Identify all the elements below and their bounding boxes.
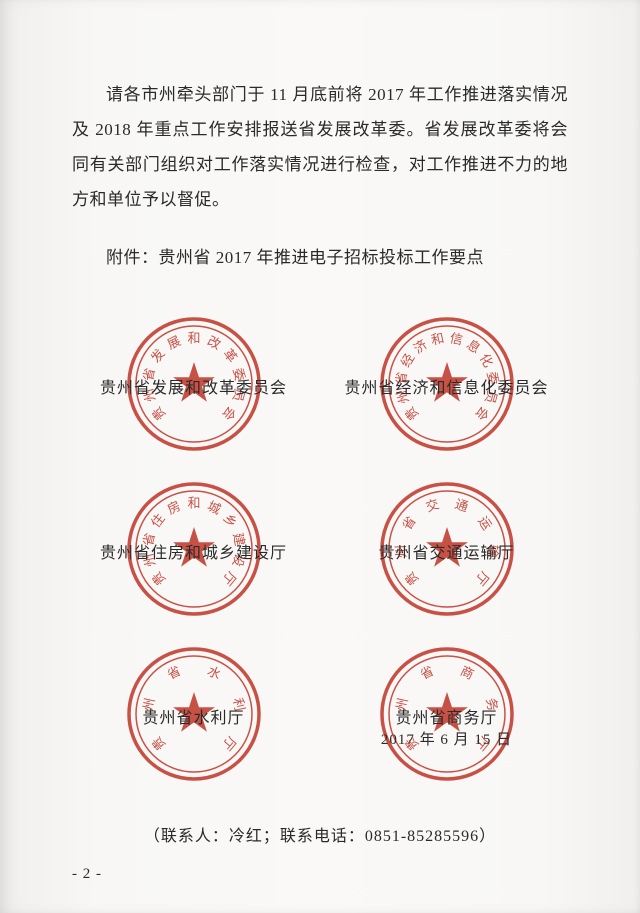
- svg-text:厅: 厅: [472, 569, 492, 589]
- svg-text:化: 化: [476, 351, 496, 370]
- svg-text:商: 商: [458, 663, 476, 682]
- svg-text:城: 城: [205, 498, 223, 517]
- svg-text:省: 省: [399, 513, 419, 532]
- svg-text:和: 和: [429, 330, 445, 347]
- seal-org-label: 贵州省住房和城乡建设厅: [79, 539, 309, 563]
- seal-org-label: 贵州省发展和改革委员会: [79, 374, 309, 398]
- svg-text:省: 省: [417, 663, 435, 682]
- svg-text:息: 息: [464, 337, 483, 357]
- seal-org-label: 贵州省交通运输厅: [332, 539, 562, 563]
- svg-text:厅: 厅: [219, 734, 239, 754]
- svg-text:和: 和: [187, 495, 200, 510]
- seal-cell: 贵州省水利厅贵州省水利厅: [79, 634, 309, 794]
- seal-org-label: 贵州省商务厅: [332, 704, 562, 728]
- svg-text:通: 通: [453, 496, 470, 514]
- document-page: 请各市州牵头部门于 11 月底前将 2017 年工作推进落实情况及 2018 年…: [0, 0, 640, 913]
- svg-text:信: 信: [448, 330, 464, 347]
- seal-date: 2017 年 6 月 15 日: [332, 728, 562, 749]
- page-number: - 2 -: [72, 866, 102, 883]
- svg-text:和: 和: [187, 330, 200, 345]
- svg-text:贵: 贵: [148, 734, 168, 754]
- svg-text:住: 住: [147, 511, 167, 530]
- svg-text:厅: 厅: [219, 569, 239, 589]
- svg-text:贵: 贵: [148, 404, 168, 424]
- svg-text:水: 水: [205, 663, 223, 682]
- svg-text:交: 交: [423, 496, 440, 514]
- svg-text:贵: 贵: [148, 569, 168, 589]
- contact-line: （联系人：冷红；联系电话：0851-85285596）: [72, 822, 568, 846]
- svg-text:发: 发: [147, 346, 167, 365]
- svg-text:房: 房: [164, 498, 182, 517]
- seal-cell: 贵州省经济和信息化委员会贵州省经济和信息化委员会: [332, 304, 562, 464]
- seal-cell: 贵州省商务厅贵州省商务厅2017 年 6 月 15 日: [332, 634, 562, 794]
- svg-text:省: 省: [164, 663, 182, 682]
- svg-text:济: 济: [410, 337, 429, 357]
- svg-text:运: 运: [475, 513, 495, 532]
- seal-cell: 贵州省交通运输厅贵州省交通运输厅: [332, 469, 562, 629]
- attachment-line: 附件：贵州省 2017 年推进电子招标投标工作要点: [72, 241, 568, 275]
- body-paragraph: 请各市州牵头部门于 11 月底前将 2017 年工作推进落实情况及 2018 年…: [72, 78, 568, 217]
- svg-text:会: 会: [219, 404, 239, 424]
- svg-text:改: 改: [205, 333, 223, 352]
- seal-cell: 贵州省住房和城乡建设厅贵州省住房和城乡建设厅: [79, 469, 309, 629]
- seal-grid: 贵州省发展和改革委员会贵州省发展和改革委员会贵州省经济和信息化委员会贵州省经济和…: [72, 301, 568, 796]
- svg-text:贵: 贵: [401, 404, 421, 424]
- svg-text:贵: 贵: [401, 569, 421, 589]
- seal-cell: 贵州省发展和改革委员会贵州省发展和改革委员会: [79, 304, 309, 464]
- svg-text:革: 革: [220, 346, 240, 365]
- svg-text:展: 展: [164, 333, 182, 352]
- svg-text:经: 经: [397, 351, 417, 370]
- seal-org-label: 贵州省水利厅: [79, 704, 309, 728]
- seal-org-label: 贵州省经济和信息化委员会: [332, 374, 562, 398]
- svg-text:会: 会: [472, 404, 492, 424]
- svg-text:乡: 乡: [220, 511, 240, 530]
